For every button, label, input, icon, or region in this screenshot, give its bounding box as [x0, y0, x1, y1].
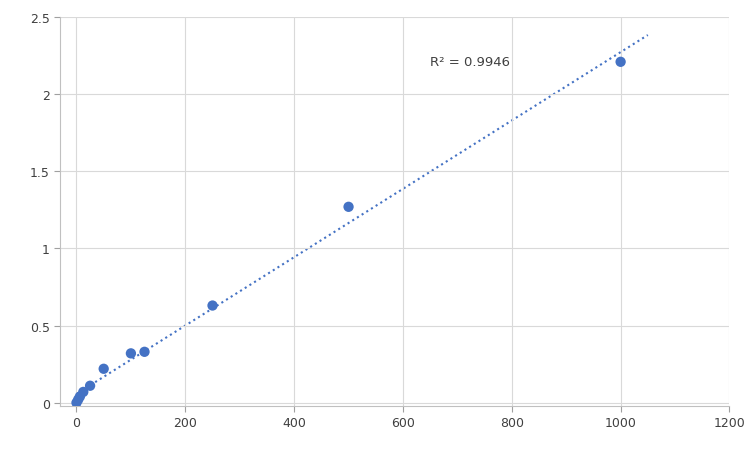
Point [74, 393, 86, 400]
Point [207, 302, 219, 309]
Point [84, 382, 96, 390]
Point [71, 399, 83, 406]
Point [614, 59, 626, 66]
Point [98, 365, 110, 373]
Point [342, 204, 354, 211]
Point [138, 349, 150, 356]
Text: R² = 0.9946: R² = 0.9946 [430, 56, 510, 69]
Point [125, 350, 137, 357]
Point [77, 388, 89, 396]
Point [72, 396, 84, 403]
